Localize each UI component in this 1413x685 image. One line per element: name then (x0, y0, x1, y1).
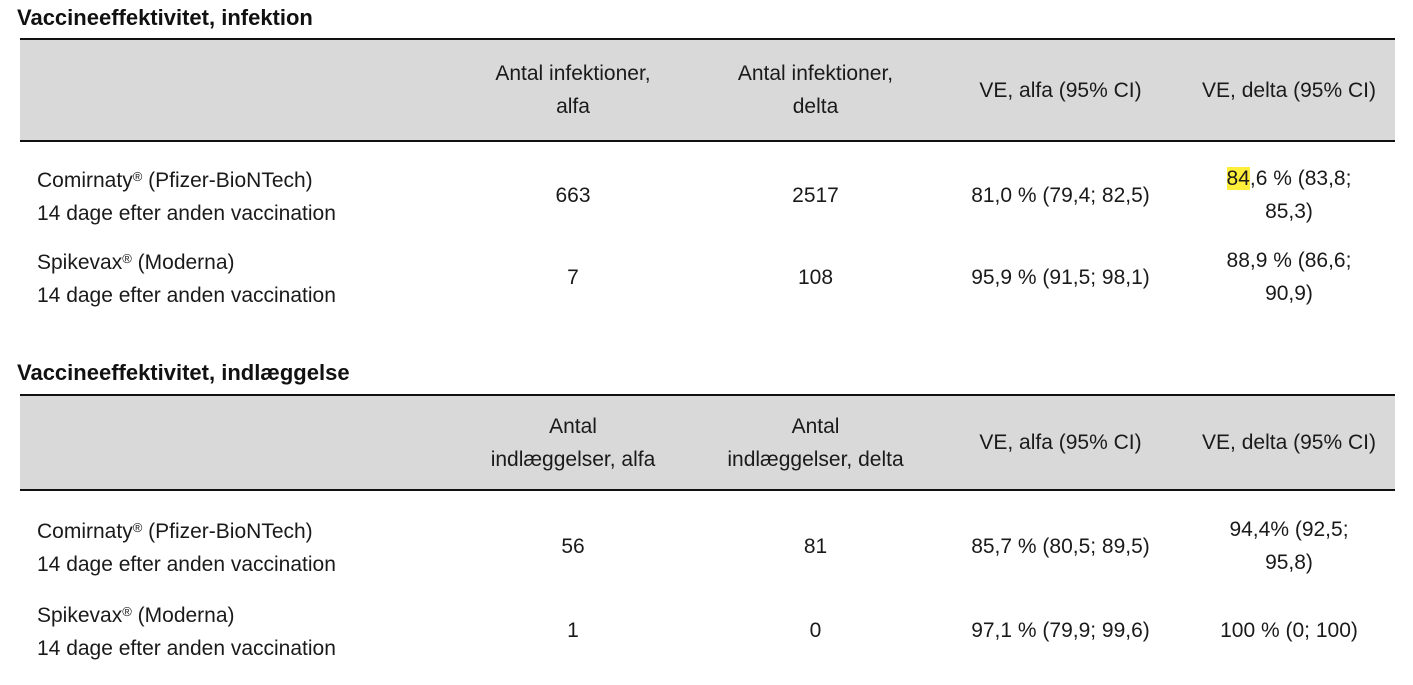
ve-alfa-cell: 81,0 % (79,4; 82,5) (971, 183, 1150, 207)
infection-table: Antal infektioner, alfa Antal infektione… (20, 38, 1395, 319)
header-alfa-count: Antal indlæggelser, alfa (453, 395, 693, 490)
header-alfa-count: Antal infektioner, alfa (453, 39, 693, 141)
header-empty (20, 39, 453, 141)
table-row: Comirnaty® (Pfizer-BioNTech) 14 dage eft… (20, 155, 1395, 235)
vaccine-cell: Spikevax® (Moderna) 14 dage efter anden … (37, 604, 336, 660)
vaccine-cell: Comirnaty® (Pfizer-BioNTech) 14 dage eft… (37, 520, 336, 576)
header-ve-delta: VE, delta (95% CI) (1183, 395, 1395, 490)
hospitalization-title: Vaccineeffektivitet, indlæggelse (17, 360, 350, 385)
vaccine-cell: Spikevax® (Moderna) 14 dage efter anden … (37, 251, 336, 307)
hospitalization-table: Antal indlæggelser, alfa Antal indlæggel… (20, 394, 1395, 672)
vaccine-cell: Comirnaty® (Pfizer-BioNTech) 14 dage eft… (37, 169, 336, 225)
alfa-count-cell: 663 (555, 183, 591, 207)
ve-alfa-cell: 95,9 % (91,5; 98,1) (971, 265, 1150, 289)
ve-delta-cell: 94,4% (92,5; 95,8) (1229, 518, 1349, 574)
alfa-count-cell: 56 (561, 534, 585, 558)
alfa-count-cell: 1 (567, 618, 579, 642)
header-delta-count: Antal infektioner, delta (693, 39, 938, 141)
table-header-row: Antal indlæggelser, alfa Antal indlæggel… (20, 395, 1395, 490)
ve-alfa-cell: 97,1 % (79,9; 99,6) (971, 618, 1150, 642)
alfa-count-cell: 7 (567, 265, 579, 289)
header-ve-alfa: VE, alfa (95% CI) (938, 39, 1183, 141)
highlight-mark: 84 (1226, 167, 1250, 190)
table-row: Comirnaty® (Pfizer-BioNTech) 14 dage eft… (20, 504, 1395, 588)
delta-count-cell: 2517 (792, 183, 839, 207)
ve-alfa-cell: 85,7 % (80,5; 89,5) (971, 534, 1150, 558)
ve-delta-cell: 88,9 % (86,6; 90,9) (1226, 249, 1352, 305)
table-row: Spikevax® (Moderna) 14 dage efter anden … (20, 588, 1395, 672)
delta-count-cell: 108 (797, 265, 834, 289)
table-row: Spikevax® (Moderna) 14 dage efter anden … (20, 235, 1395, 319)
header-ve-alfa: VE, alfa (95% CI) (938, 395, 1183, 490)
header-ve-delta: VE, delta (95% CI) (1183, 39, 1395, 141)
table-header-row: Antal infektioner, alfa Antal infektione… (20, 39, 1395, 141)
header-delta-count: Antal indlæggelser, delta (693, 395, 938, 490)
ve-delta-cell: 100 % (0; 100) (1220, 618, 1358, 642)
infection-title: Vaccineeffektivitet, infektion (17, 5, 313, 30)
ve-delta-cell: 84,6 % (83,8; 85,3) (1226, 167, 1352, 223)
header-empty (20, 395, 453, 490)
delta-count-cell: 0 (809, 618, 822, 642)
delta-count-cell: 81 (803, 534, 828, 558)
